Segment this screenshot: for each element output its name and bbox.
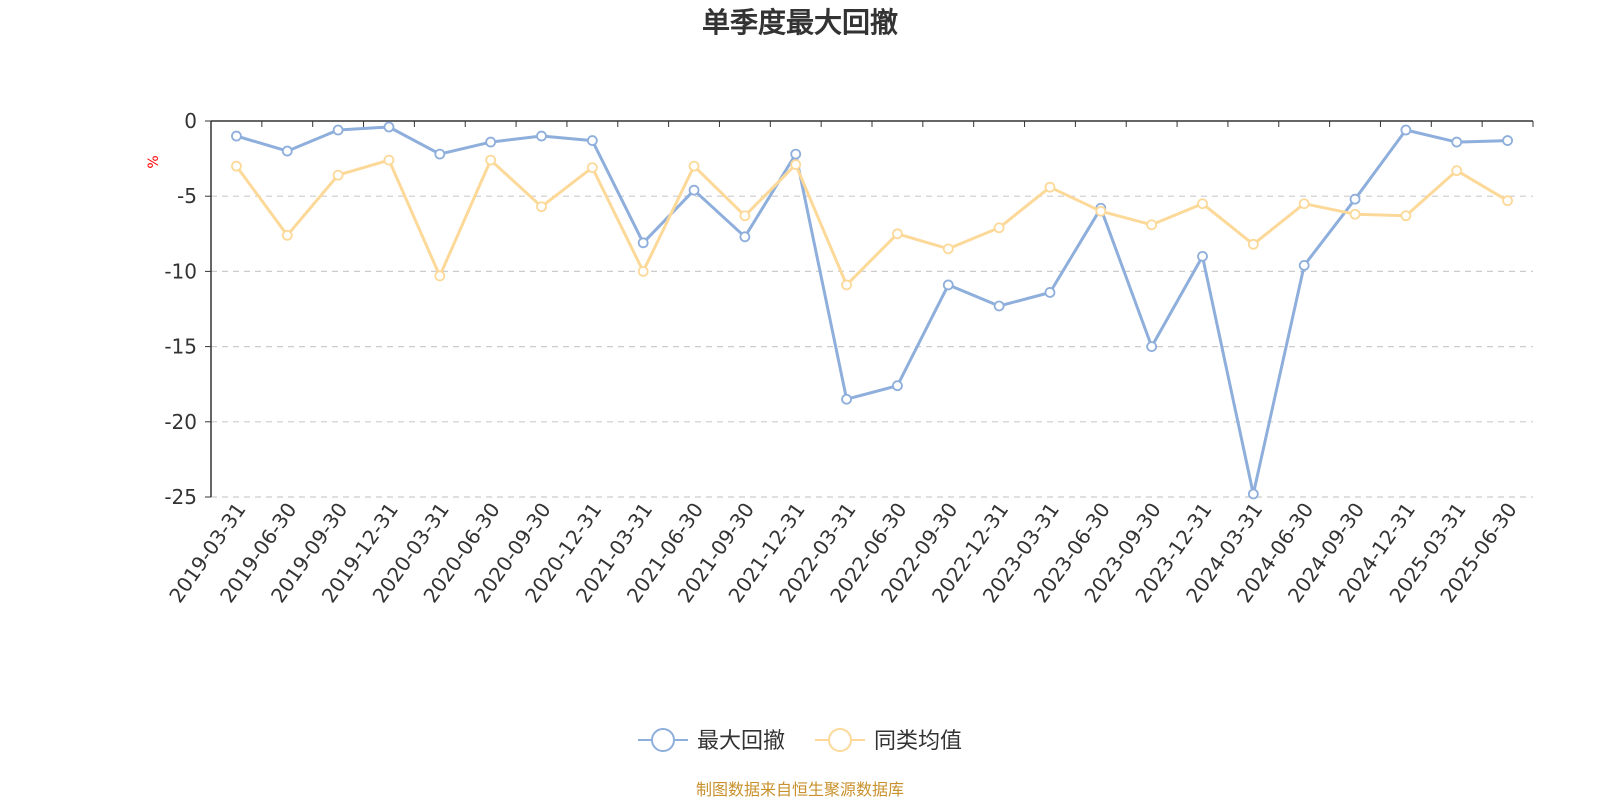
data-point: [993, 222, 1005, 234]
data-point: [688, 160, 700, 172]
y-tick-label: -10: [164, 259, 197, 283]
series-line-1: [235, 158, 1509, 287]
data-point: [942, 243, 954, 255]
legend-marker: [828, 728, 852, 752]
y-axis-unit: %: [146, 155, 162, 168]
data-point: [1146, 219, 1158, 231]
data-point: [1502, 195, 1513, 207]
data-point: [1400, 210, 1412, 222]
data-point: [586, 135, 598, 146]
data-point: [281, 145, 293, 157]
data-point: [332, 124, 344, 136]
data-point: [1451, 165, 1463, 177]
data-point: [231, 130, 242, 142]
data-point: [688, 184, 700, 196]
x-tick-labels: 2019-03-312019-06-302019-09-302019-12-31…: [164, 498, 1521, 607]
data-point: [1197, 250, 1208, 262]
data-point: [993, 300, 1005, 312]
y-tick-label: -20: [164, 410, 197, 434]
data-point: [1400, 124, 1412, 136]
y-tick-label: -5: [177, 184, 197, 208]
legend-label: 同类均值: [874, 729, 962, 754]
data-point: [281, 229, 293, 241]
data-point: [434, 270, 446, 282]
axes: [205, 120, 1534, 498]
data-point: [790, 148, 802, 160]
data-point: [1197, 198, 1208, 210]
data-point: [231, 160, 242, 172]
data-point: [1044, 287, 1056, 298]
data-point: [383, 154, 395, 166]
data-point: [1044, 181, 1056, 193]
series-group: [231, 121, 1513, 500]
data-point: [1451, 136, 1463, 148]
y-tick-label: 0: [184, 109, 197, 133]
data-point: [739, 210, 751, 222]
data-point: [383, 121, 395, 133]
data-point: [485, 136, 497, 148]
y-tick-label: -25: [164, 485, 197, 509]
data-point: [637, 237, 649, 249]
legend-label: 最大回撤: [697, 729, 785, 754]
data-point: [536, 201, 547, 213]
data-point: [1349, 193, 1361, 205]
data-point: [892, 380, 903, 392]
data-source-note: 制图数据来自恒生聚源数据库: [696, 780, 904, 799]
data-point: [790, 159, 802, 171]
data-point: [1298, 259, 1310, 271]
legend-marker: [651, 728, 675, 752]
data-point: [892, 228, 903, 240]
data-point: [1146, 341, 1158, 353]
data-point: [1349, 208, 1361, 220]
data-point: [332, 169, 344, 181]
data-point: [841, 279, 852, 291]
data-point: [1298, 198, 1310, 210]
y-tick-labels: 0 -5 -10 -15 -20 -25: [164, 109, 197, 509]
data-point: [586, 162, 598, 174]
data-point: [485, 154, 497, 166]
data-point: [1247, 238, 1259, 250]
data-point: [1095, 205, 1107, 217]
legend[interactable]: 最大回撤 同类均值: [638, 728, 962, 754]
series-line-0: [235, 125, 1508, 496]
grid-lines: [211, 195, 1533, 498]
data-point: [942, 279, 954, 291]
y-tick-label: -15: [164, 335, 197, 359]
data-point: [739, 231, 751, 243]
data-point: [434, 148, 446, 160]
data-point: [841, 393, 852, 405]
data-point: [637, 265, 649, 277]
data-point: [1502, 135, 1513, 146]
chart-title: 单季度最大回撤: [702, 6, 898, 39]
data-point: [536, 130, 547, 142]
data-point: [1247, 488, 1259, 500]
